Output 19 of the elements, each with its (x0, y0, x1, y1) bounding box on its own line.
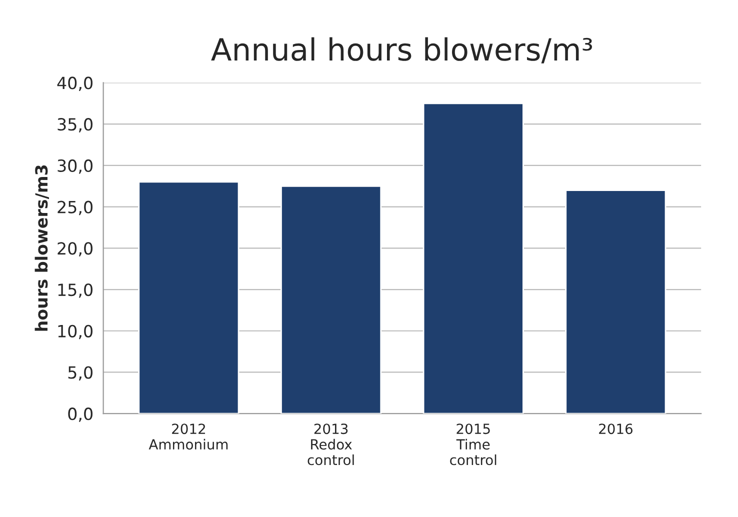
y-tick-label: 25,0 (58, 200, 92, 216)
bar (565, 190, 666, 414)
y-tick-label: 40,0 (57, 76, 92, 91)
y-axis-title: hours blowers/m3 (34, 165, 50, 331)
x-tick-label: 2016 (599, 424, 632, 434)
bar (422, 102, 524, 414)
y-tick-label: 20,0 (58, 242, 92, 256)
y-tick-label: 0,0 (68, 408, 92, 422)
chart-title: Annual hours blowers/m³ (211, 37, 592, 64)
y-tick-label: 5,0 (68, 366, 92, 381)
y-tick-label: 10,0 (58, 324, 92, 340)
y-tick-label: 35,0 (58, 118, 92, 132)
x-tick-label: 2013 Redox control (308, 424, 354, 466)
y-tick-label: 15,0 (58, 283, 92, 298)
bar (280, 185, 382, 414)
y-tick-label: 30,0 (58, 159, 92, 174)
bar (138, 181, 240, 414)
x-tick-label: 2015 Time control (450, 424, 496, 466)
x-tick-label: 2012 Ammonium (148, 424, 228, 450)
